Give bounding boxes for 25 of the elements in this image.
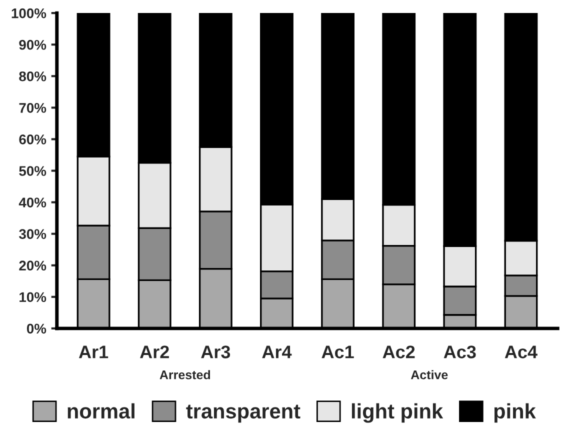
y-tick-label: 0% <box>26 324 46 334</box>
y-tick-label: 50% <box>19 166 46 176</box>
y-tick-label: 70% <box>19 102 46 113</box>
x-tick-label: Ar3 <box>201 346 230 358</box>
y-tick-label: 90% <box>19 40 46 50</box>
y-tick-label: 80% <box>19 71 46 82</box>
y-tick-label: 10% <box>20 292 46 302</box>
y-tick-label: 30% <box>19 229 46 239</box>
y-tick-label: 100% <box>12 8 46 18</box>
x-tick-label: Ac2 <box>382 346 415 358</box>
y-tick-label: 60% <box>19 134 46 144</box>
x-tick-label: Ar4 <box>262 346 292 358</box>
x-tick-label: Ac4 <box>504 346 538 358</box>
legend-label: normal <box>68 403 134 419</box>
y-tick-label: 20% <box>19 260 46 271</box>
x-tick-label: Ac3 <box>444 346 476 358</box>
x-tick-label: Ac1 <box>322 346 354 358</box>
x-tick-label: Ar1 <box>78 346 108 358</box>
legend-label: light pink <box>352 403 444 423</box>
text: Active <box>410 370 448 380</box>
y-tick-label: 40% <box>18 198 46 208</box>
x-tick-label: Ar2 <box>140 346 169 358</box>
legend-label: transparent <box>186 404 300 423</box>
text: Arrested <box>160 370 210 380</box>
legend-label: pink <box>494 403 536 423</box>
